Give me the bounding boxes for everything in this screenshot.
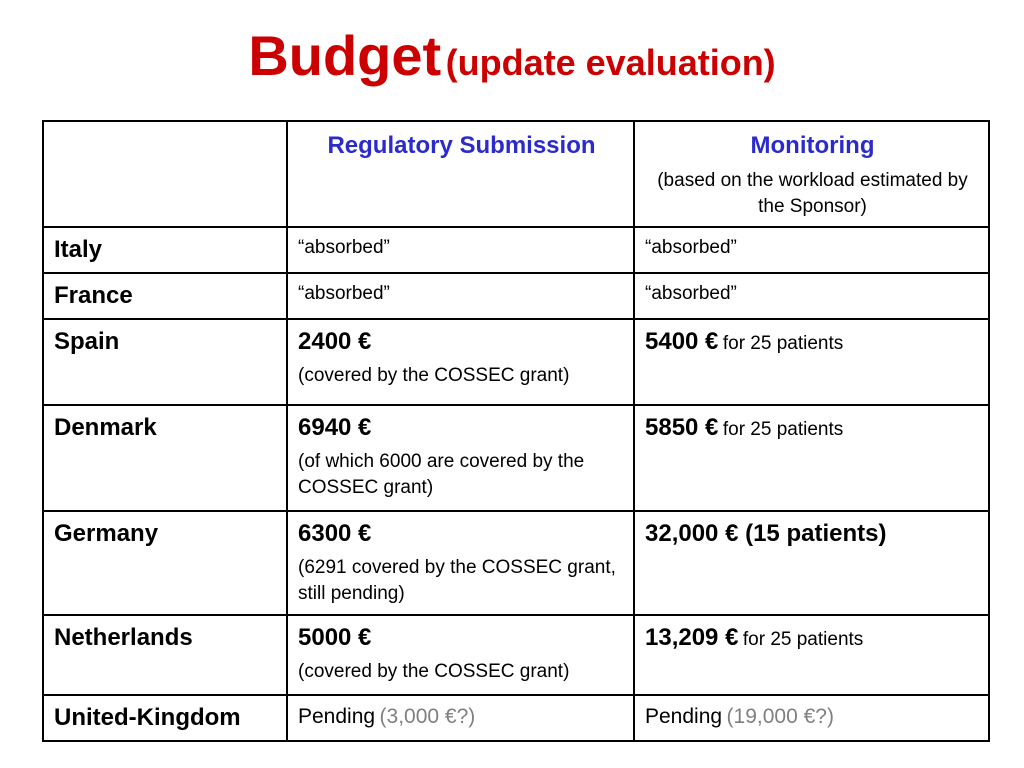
- monitoring-amount: 32,000 € (15 patients): [645, 519, 887, 547]
- monitoring-amount: 5400 €: [645, 327, 719, 355]
- table-row-france: France “absorbed” “absorbed”: [42, 272, 990, 320]
- regulatory-note: (of which 6000 are covered by the COSSEC…: [298, 450, 585, 499]
- monitoring-cell: 13,209 € for 25 patients: [633, 613, 990, 696]
- country-cell: Netherlands: [42, 613, 288, 696]
- monitoring-value: “absorbed”: [645, 283, 737, 305]
- regulatory-cell: 2400 € (covered by the COSSEC grant): [286, 317, 635, 406]
- country-cell: Denmark: [42, 403, 288, 512]
- country-cell: Spain: [42, 317, 288, 406]
- regulatory-cell: “absorbed”: [286, 226, 635, 275]
- monitoring-pending: Pending: [645, 704, 723, 728]
- monitoring-cell: “absorbed”: [633, 272, 990, 320]
- table-row-denmark: Denmark 6940 € (of which 6000 are covere…: [42, 403, 990, 512]
- header-monitoring-cell: Monitoring (based on the workload estima…: [633, 119, 990, 229]
- regulatory-amount: 5000 €: [298, 623, 372, 651]
- regulatory-cell: Pending (3,000 €?): [286, 693, 635, 742]
- monitoring-amount: 5850 €: [645, 413, 719, 441]
- monitoring-value: “absorbed”: [645, 237, 737, 259]
- monitoring-cell: 5400 € for 25 patients: [633, 317, 990, 406]
- country-cell: Germany: [42, 509, 288, 616]
- monitoring-estimate: (19,000 €?): [726, 704, 834, 728]
- regulatory-pending: Pending: [298, 704, 376, 728]
- regulatory-value: “absorbed”: [298, 237, 390, 259]
- header-regulatory-cell: Regulatory Submission: [286, 119, 635, 229]
- budget-table: Regulatory Submission Monitoring (based …: [42, 119, 990, 742]
- header-regulatory-label: Regulatory Submission: [327, 132, 596, 159]
- regulatory-cell: 5000 € (covered by the COSSEC grant): [286, 613, 635, 696]
- title-main: Budget: [248, 24, 442, 87]
- monitoring-amount: 13,209 €: [645, 623, 739, 651]
- country-cell: Italy: [42, 226, 288, 275]
- table-row-germany: Germany 6300 € (6291 covered by the COSS…: [42, 509, 990, 616]
- header-monitoring-note: (based on the workload estimated by the …: [657, 170, 968, 218]
- regulatory-note: (covered by the COSSEC grant): [298, 364, 570, 386]
- monitoring-cell: Pending (19,000 €?): [633, 693, 990, 742]
- regulatory-amount: 6300 €: [298, 519, 372, 547]
- title-subtitle: (update evaluation): [445, 42, 776, 83]
- monitoring-patients: for 25 patients: [742, 628, 864, 650]
- monitoring-cell: 32,000 € (15 patients): [633, 509, 990, 616]
- regulatory-amount: 6940 €: [298, 413, 372, 441]
- header-empty-cell: [42, 119, 288, 229]
- regulatory-cell: 6940 € (of which 6000 are covered by the…: [286, 403, 635, 512]
- regulatory-note: (covered by the COSSEC grant): [298, 660, 570, 682]
- table-row-united-kingdom: United-Kingdom Pending (3,000 €?) Pendin…: [42, 693, 990, 742]
- monitoring-patients: for 25 patients: [722, 332, 844, 354]
- header-monitoring-label: Monitoring: [750, 132, 875, 159]
- table-row-italy: Italy “absorbed” “absorbed”: [42, 226, 990, 275]
- table-header-row: Regulatory Submission Monitoring (based …: [42, 119, 990, 229]
- country-cell: France: [42, 272, 288, 320]
- table-row-spain: Spain 2400 € (covered by the COSSEC gran…: [42, 317, 990, 406]
- regulatory-value: “absorbed”: [298, 283, 390, 305]
- regulatory-cell: 6300 € (6291 covered by the COSSEC grant…: [286, 509, 635, 616]
- regulatory-estimate: (3,000 €?): [379, 704, 476, 728]
- slide-title: Budget (update evaluation): [0, 28, 1024, 84]
- monitoring-patients: for 25 patients: [722, 418, 844, 440]
- regulatory-cell: “absorbed”: [286, 272, 635, 320]
- monitoring-cell: 5850 € for 25 patients: [633, 403, 990, 512]
- table-row-netherlands: Netherlands 5000 € (covered by the COSSE…: [42, 613, 990, 696]
- country-cell: United-Kingdom: [42, 693, 288, 742]
- monitoring-cell: “absorbed”: [633, 226, 990, 275]
- regulatory-note: (6291 covered by the COSSEC grant, still…: [298, 556, 616, 605]
- regulatory-amount: 2400 €: [298, 327, 372, 355]
